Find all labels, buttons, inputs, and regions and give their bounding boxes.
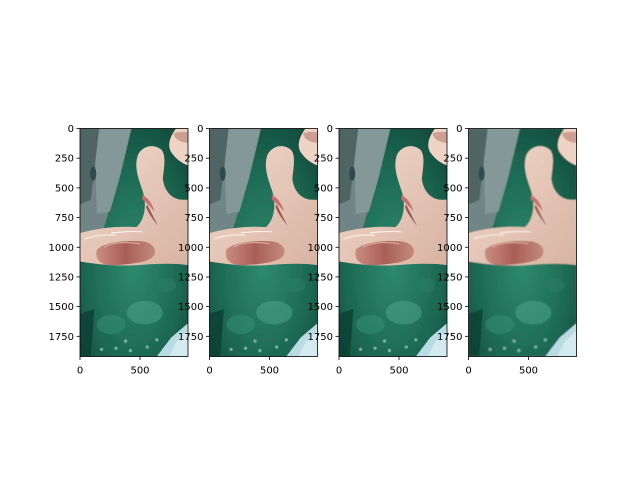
y-tick-label: 250 xyxy=(55,154,74,165)
y-tick-label: 0 xyxy=(327,124,333,135)
x-tick-label: 0 xyxy=(206,366,212,377)
y-tick-label: 1250 xyxy=(49,272,74,283)
chart-panel-4: 0 250 500 750 1000 1250 1500 1750 0 500 xyxy=(437,124,577,377)
y-tick-label: 750 xyxy=(55,213,74,224)
y-tick-label: 1000 xyxy=(437,243,462,254)
y-tick-label: 250 xyxy=(443,154,462,165)
x-tick-label: 500 xyxy=(260,366,279,377)
y-tick-label: 1500 xyxy=(308,302,333,313)
x-tick-label: 500 xyxy=(130,366,149,377)
chart-panel-3: 0 250 500 750 1000 1250 1500 1750 0 500 xyxy=(308,124,448,377)
y-tick-label: 1250 xyxy=(308,272,333,283)
panel-photo xyxy=(80,128,188,357)
y-tick-label: 1750 xyxy=(178,332,203,343)
y-tick-label: 1750 xyxy=(308,332,333,343)
panel-photo xyxy=(209,128,318,357)
y-tick-label: 1000 xyxy=(49,243,74,254)
x-tick-label: 0 xyxy=(465,366,471,377)
y-tick-label: 750 xyxy=(314,213,333,224)
y-tick-label: 250 xyxy=(314,154,333,165)
y-tick-label: 500 xyxy=(184,183,203,194)
y-tick-label: 1250 xyxy=(178,272,203,283)
axes-frame xyxy=(209,128,318,357)
y-tick-label: 1500 xyxy=(437,302,462,313)
x-tick-label: 500 xyxy=(519,366,538,377)
axes-frame xyxy=(468,128,577,357)
y-tick-label: 0 xyxy=(68,124,74,135)
axes-frame xyxy=(338,128,448,357)
y-tick-label: 500 xyxy=(55,183,74,194)
x-tick-label: 0 xyxy=(336,366,342,377)
panel-photo xyxy=(468,128,577,357)
axes-frame xyxy=(79,128,189,357)
y-tick-label: 1000 xyxy=(308,243,333,254)
x-tick-label: 500 xyxy=(389,366,408,377)
x-tick-label: 0 xyxy=(77,366,83,377)
y-tick-label: 0 xyxy=(197,124,203,135)
y-tick-label: 750 xyxy=(184,213,203,224)
y-tick-label: 1750 xyxy=(437,332,462,343)
y-tick-label: 500 xyxy=(443,183,462,194)
y-tick-label: 750 xyxy=(443,213,462,224)
y-tick-label: 250 xyxy=(184,154,203,165)
y-tick-label: 0 xyxy=(456,124,462,135)
y-tick-label: 1500 xyxy=(178,302,203,313)
y-tick-label: 1750 xyxy=(49,332,74,343)
y-tick-label: 1250 xyxy=(437,272,462,283)
chart-panel-2: 0 250 500 750 1000 1250 1500 1750 0 500 xyxy=(178,124,318,377)
y-tick-label: 1500 xyxy=(49,302,74,313)
y-tick-label: 500 xyxy=(314,183,333,194)
chart-panel-1: 0 250 500 750 1000 1250 1500 1750 0 500 xyxy=(49,124,189,377)
y-tick-label: 1000 xyxy=(178,243,203,254)
panel-photo xyxy=(339,128,447,357)
